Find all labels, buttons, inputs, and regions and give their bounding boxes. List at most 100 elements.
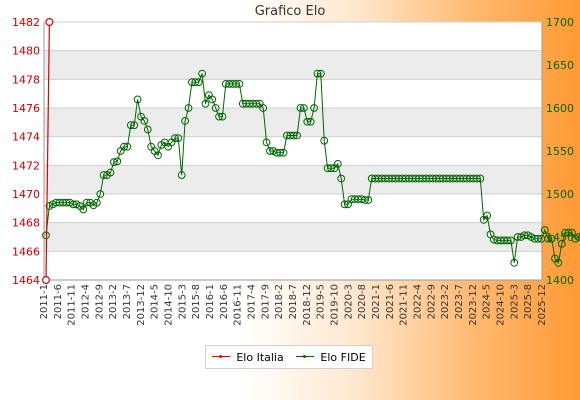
y-right-tick-label: 1500 (546, 188, 574, 201)
fide-point (120, 142, 128, 151)
legend-label-italia: Elo Italia (236, 350, 284, 364)
fide-point (259, 104, 268, 112)
fide-point (140, 117, 149, 125)
fide-point (557, 239, 566, 248)
fide-point (310, 104, 318, 112)
fide-point (361, 196, 369, 204)
fide-point (554, 258, 563, 267)
x-tick-label: 2025-3 (509, 284, 520, 319)
x-tick-label: 2018-2 (274, 284, 285, 319)
fide-point (184, 104, 193, 112)
x-tick-label: 2021-1 (371, 284, 382, 319)
fide-point (483, 211, 492, 220)
x-tick-label: 2024-5 (482, 284, 493, 319)
legend-swatch-fide (296, 352, 315, 362)
fide-point (534, 234, 542, 243)
fide-point (211, 104, 220, 112)
x-tick-label: 2019-10 (330, 284, 341, 326)
fide-point (106, 168, 115, 177)
fide-point (171, 134, 179, 143)
fide-point (510, 258, 519, 267)
y-left-tick-label: 1478 (12, 73, 40, 86)
y-right-tick-label: 1400 (546, 274, 574, 287)
fide-point (252, 99, 261, 108)
y-right-tick-label: 1450 (546, 231, 574, 244)
fide-point (262, 138, 271, 147)
fide-point (296, 104, 305, 112)
y-left-tick-label: 1464 (12, 274, 40, 287)
fide-point (279, 148, 288, 157)
y-left-tick-label: 1470 (12, 188, 40, 201)
x-tick-label: 2011-1 (39, 284, 50, 319)
fide-point (79, 205, 88, 214)
fide-point (123, 142, 132, 151)
fide-point (276, 148, 285, 157)
x-tick-label: 2020-8 (357, 284, 368, 319)
fide-point (143, 125, 152, 134)
fide-point (547, 234, 556, 243)
x-tick-label: 2021-6 (385, 284, 396, 319)
x-tick-label: 2022-4 (413, 284, 424, 319)
x-tick-label: 2019-5 (316, 284, 327, 319)
y-right-tick-label: 1650 (546, 59, 574, 72)
fide-point (181, 117, 190, 125)
x-tick-label: 2013-2 (108, 284, 119, 319)
fide-point (540, 226, 549, 235)
fide-point (126, 121, 135, 130)
y-left-tick-label: 1480 (12, 45, 40, 58)
fide-point (82, 198, 91, 207)
y-left-tick-label: 1472 (12, 159, 40, 172)
y-right-tick-label: 1600 (546, 102, 574, 115)
x-tick-label: 2013-7 (122, 284, 133, 319)
fide-point (476, 174, 485, 183)
fide-point (306, 117, 315, 126)
fide-point (109, 158, 118, 167)
chart-title: Grafico Elo (254, 4, 326, 19)
legend: Elo Italia Elo FIDE (205, 345, 373, 369)
fide-point (235, 80, 244, 88)
fide-point (289, 131, 298, 140)
x-tick-label: 2012-9 (94, 284, 105, 319)
fide-point (177, 171, 186, 179)
fide-point (218, 112, 227, 121)
x-tick-label: 2014-10 (164, 284, 175, 326)
fide-point (320, 136, 329, 145)
fide-point (564, 228, 573, 237)
fide-point (327, 164, 335, 173)
italia-series-line (45, 21, 50, 281)
fide-point (208, 95, 217, 104)
y-right-tick-label: 1700 (546, 16, 574, 29)
fide-point (133, 95, 142, 104)
fide-point (299, 104, 308, 112)
grid-band (44, 222, 542, 252)
y-left-tick-label: 1482 (12, 16, 40, 29)
fide-point (364, 196, 373, 204)
fide-point (303, 117, 312, 126)
x-tick-label: 2022-9 (426, 284, 437, 319)
x-tick-label: 2017-4 (247, 284, 258, 319)
fide-series-line (45, 73, 580, 264)
x-tick-label: 2020-3 (343, 284, 354, 319)
fide-point (340, 200, 349, 209)
fide-point (293, 131, 301, 140)
fide-point (198, 69, 206, 78)
x-tick-label: 2024-10 (496, 284, 507, 326)
x-tick-label: 2018-7 (288, 284, 299, 319)
x-tick-label: 2016-6 (219, 284, 230, 319)
x-tick-label: 2016-1 (205, 284, 216, 319)
grid-band (44, 165, 542, 194)
italia-point (45, 18, 54, 27)
x-tick-label: 2015-3 (177, 284, 188, 319)
fide-point (544, 234, 553, 243)
x-tick-label: 2023-12 (468, 284, 479, 326)
x-tick-label: 2023-2 (440, 284, 451, 319)
fide-point (503, 236, 512, 245)
y-left-tick-label: 1468 (12, 217, 40, 230)
fide-point (574, 233, 580, 241)
fide-point (194, 78, 203, 87)
fide-point (113, 157, 122, 166)
y-right-tick-label: 1550 (546, 145, 574, 158)
x-tick-label: 2018-12 (302, 284, 313, 326)
